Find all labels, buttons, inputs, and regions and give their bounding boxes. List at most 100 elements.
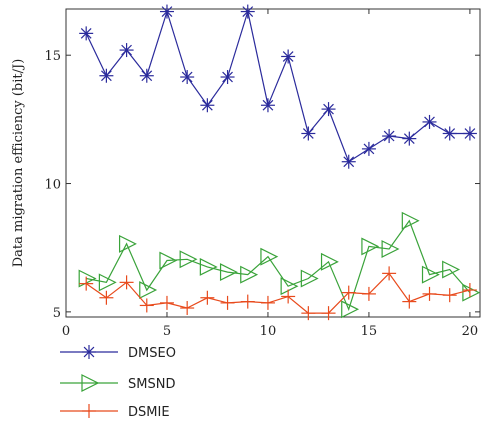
marker-stroke (80, 28, 92, 39)
smsnd-point (139, 281, 158, 300)
dmseo-point (281, 49, 296, 64)
smsnd-point (462, 283, 481, 302)
y-axis-label: Data migration efficiency (bit/J) (11, 59, 26, 268)
dmseo-point (341, 154, 356, 169)
marker-stroke (302, 128, 314, 139)
dsmie-point (260, 295, 275, 310)
dmseo-point (321, 102, 336, 117)
dsmie-point (180, 301, 195, 316)
dsmie-point (301, 306, 316, 321)
marker-shape (179, 250, 198, 269)
dsmie-point (422, 286, 437, 301)
dsmie-point (139, 298, 154, 313)
legend-marker-dsmie (82, 404, 96, 418)
dmseo-point (382, 129, 397, 144)
marker-shape (381, 240, 400, 258)
marker-stroke (201, 99, 213, 111)
dmseo-point (99, 68, 114, 83)
legend-label-dsmie: DSMIE (128, 405, 170, 420)
y-tick-label: 15 (44, 49, 61, 64)
marker-stroke (141, 70, 153, 82)
x-tick-label: 0 (62, 324, 70, 339)
smsnd-point (98, 273, 117, 292)
dmseo-point (159, 4, 174, 19)
marker-stroke (343, 156, 355, 168)
series-smsnd (78, 211, 481, 319)
marker-shape (280, 277, 299, 296)
dsmie-point (402, 294, 417, 309)
dsmie-point (159, 295, 174, 310)
marker-shape (401, 211, 420, 230)
marker-stroke (262, 99, 274, 111)
x-tick-label: 5 (163, 324, 171, 339)
smsnd-point (179, 250, 198, 269)
marker-stroke (424, 116, 435, 128)
dsmie-point (240, 294, 255, 309)
marker-stroke (444, 128, 456, 139)
legend-marker-dmseo (82, 345, 96, 359)
smsnd-point (300, 269, 319, 288)
marker-stroke (83, 346, 95, 358)
marker-stroke (222, 71, 233, 83)
dsmie-point (361, 286, 376, 301)
dsmie-point (382, 266, 397, 281)
marker-stroke (464, 128, 476, 139)
smsnd-point (320, 252, 339, 271)
smsnd-point (401, 211, 420, 230)
dsmie-point (462, 283, 477, 298)
smsnd-point (240, 265, 259, 284)
legend-label-dmseo: DMSEO (128, 346, 176, 361)
marker-shape (98, 273, 117, 292)
smsnd-point (361, 237, 380, 256)
marker-stroke (121, 44, 132, 56)
smsnd-point (199, 257, 218, 276)
smsnd-point (421, 265, 440, 284)
x-tick-label: 15 (361, 324, 378, 339)
smsnd-point (442, 260, 461, 279)
x-tick-label: 20 (462, 324, 479, 339)
marker-shape (300, 269, 319, 288)
y-tick-label: 5 (53, 306, 61, 321)
marker-stroke (282, 51, 294, 62)
marker-shape (240, 265, 259, 284)
dsmie-point (79, 276, 94, 291)
dmseo-point (119, 43, 134, 58)
marker-shape (78, 269, 97, 288)
smsnd-point (118, 234, 137, 253)
marker-shape (219, 263, 238, 282)
marker-shape (260, 247, 279, 266)
marker-stroke (161, 6, 173, 17)
dsmie-point (321, 306, 336, 321)
dsmie-point (200, 290, 215, 305)
marker-shape (320, 252, 339, 271)
x-tick-label: 10 (260, 324, 277, 339)
marker-shape (341, 300, 360, 319)
dsmie-point (220, 295, 235, 310)
marker-shape (462, 283, 481, 302)
dmseo-point (462, 126, 477, 141)
marker-stroke (242, 6, 254, 17)
dsmie-point (442, 288, 457, 303)
dsmie-point (99, 290, 114, 305)
marker-shape (199, 257, 218, 276)
dmseo-point (301, 126, 316, 141)
series-dsmie (79, 266, 477, 321)
legend-label-smsnd: SMSND (128, 377, 175, 392)
marker-shape (118, 234, 137, 253)
marker-stroke (403, 133, 415, 144)
marker-shape (159, 251, 178, 270)
smsnd-point (260, 247, 279, 266)
marker-shape (139, 281, 158, 300)
marker-stroke (181, 71, 193, 83)
smsnd-point (159, 251, 178, 270)
marker-shape (361, 237, 380, 256)
smsnd-point (78, 269, 97, 288)
dmseo-point (240, 4, 255, 19)
dsmie-point (119, 275, 134, 290)
legend: DMSEO SMSND DSMIE (60, 345, 176, 420)
marker-stroke (101, 70, 112, 82)
dsmie-point (281, 289, 296, 304)
dmseo-point (180, 70, 195, 85)
